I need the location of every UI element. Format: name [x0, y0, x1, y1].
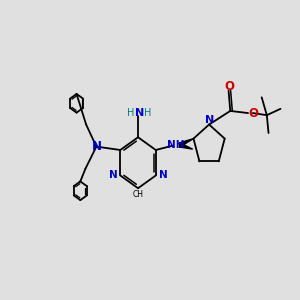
Text: N: N	[205, 115, 214, 125]
Text: H: H	[144, 109, 152, 118]
Text: O: O	[249, 106, 259, 120]
Text: N: N	[158, 170, 167, 181]
Text: N: N	[92, 140, 101, 153]
Text: H: H	[127, 109, 135, 118]
Polygon shape	[180, 139, 194, 147]
Polygon shape	[180, 143, 193, 149]
Text: N: N	[135, 109, 144, 118]
Text: O: O	[224, 80, 234, 93]
Text: N: N	[109, 170, 118, 181]
Text: NH: NH	[167, 140, 184, 150]
Text: CH: CH	[133, 190, 143, 199]
